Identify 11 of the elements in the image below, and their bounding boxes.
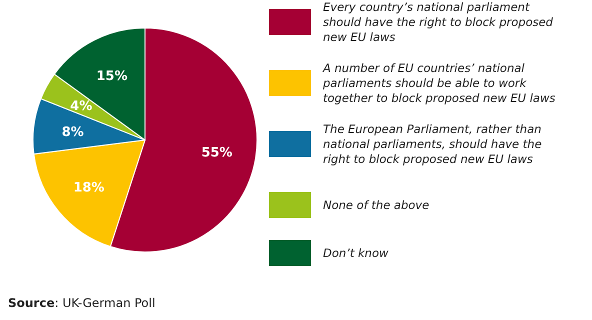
data-label: 15% xyxy=(96,69,128,84)
text: Source: UK-German Poll xyxy=(8,296,156,310)
legend-label: The European Parliament, rather than national parliaments, should have the right to block proposed new EU laws xyxy=(323,122,542,166)
data-label: 4% xyxy=(70,98,92,114)
data-label: 8% xyxy=(62,124,84,140)
legend-label: Every country’s national parliament should have the right to block proposed new EU laws xyxy=(323,0,554,44)
data-label: 18% xyxy=(73,180,104,196)
data-label: 55% xyxy=(201,145,232,160)
legend-label: None of the above xyxy=(323,198,430,212)
legend-label: Don’t know xyxy=(323,246,389,260)
legend-label: A number of EU countries’ national parliaments should be able to work together to block proposed new EU laws xyxy=(322,61,556,105)
